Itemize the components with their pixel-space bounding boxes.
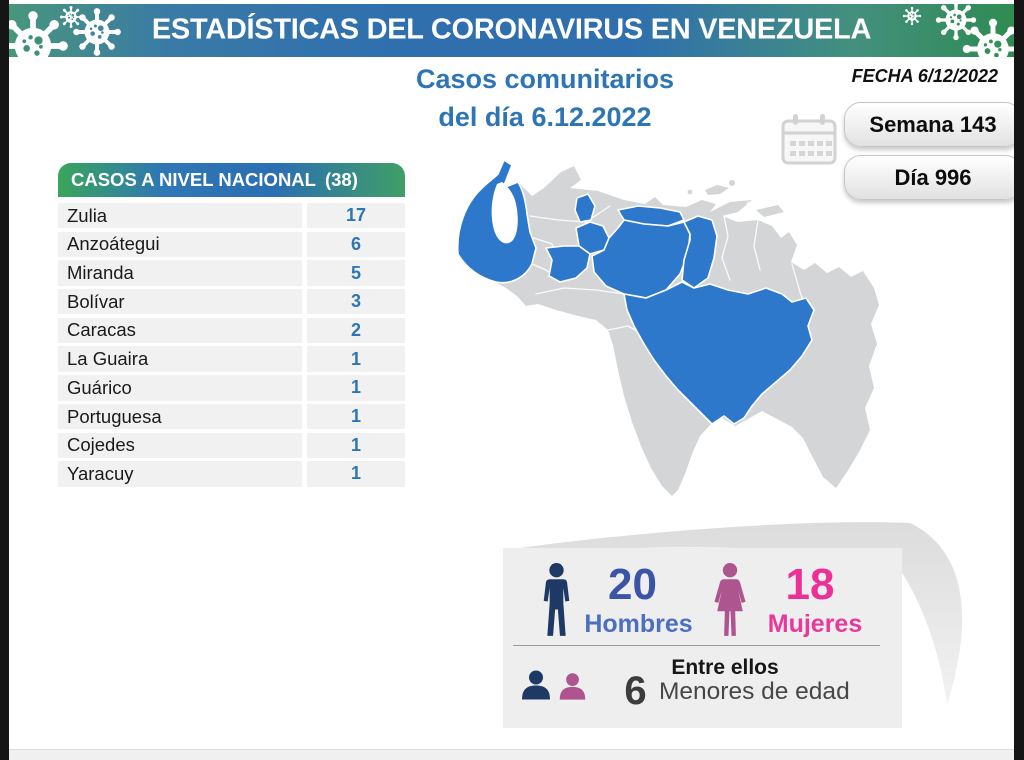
minors-intro: Entre ellos [671,656,779,679]
minors-label: Menores de edad [659,678,850,705]
minors-count: 6 [624,669,647,713]
venezuela-map [456,159,879,496]
table-row: Bolívar 3 [58,289,405,315]
men-count: 20 [608,560,657,609]
panel-divider [513,645,880,646]
boy-bust-icon [522,670,550,700]
subtitle-line1: Casos comunitarios [415,64,675,94]
demographics-panel: 20 Hombres 18 Mujeres Entre ellos 6 Meno… [503,548,902,728]
table-row: Caracas 2 [58,317,405,344]
bottom-gray-bar [9,749,1014,760]
women-count: 18 [785,560,835,609]
table-row: Anzoátegui 6 [58,231,405,258]
week-badge: Semana 143 [844,102,1022,147]
banner-title: ESTADÍSTICAS DEL CORONAVIRUS EN VENEZUEL… [151,13,872,46]
men-label: Hombres [584,610,693,638]
table-row: La Guaira 1 [58,346,405,372]
lake-maracaibo [491,182,518,244]
calendar-icon [781,114,837,165]
table-body: Zulia 17 Anzoátegui 6 Miranda 5 Bolívar 3 Ca… [58,203,405,487]
table-total: (38) [324,169,358,190]
date-label: FECHA 6/12/2022 [851,66,998,86]
table-row: Cojedes 1 [58,432,405,458]
table-row: Yaracuy 1 [58,461,405,487]
table-row: Miranda 5 [58,260,405,286]
island-margarita [705,185,729,195]
header-banner: ESTADÍSTICAS DEL CORONAVIRUS EN VENEZUEL… [9,4,1014,57]
table-row: Portuguesa 1 [58,403,405,430]
man-icon [543,563,570,636]
subtitle-line2: del día 6.12.2022 [438,102,652,132]
island-east [756,205,784,217]
women-label: Mujeres [767,610,863,638]
table-title: CASOS A NIVEL NACIONAL [71,169,316,190]
table-header: CASOS A NIVEL NACIONAL (38) [58,163,405,197]
page-subtitle: Casos comunitarios del día 6.12.2022 [360,60,730,136]
state-portuguesa-cojedes [545,245,591,283]
girl-bust-icon [559,673,586,700]
panel-swoosh-decoration [505,522,963,705]
cases-table: CASOS A NIVEL NACIONAL (38) Zulia 17 Anzo… [58,163,405,487]
left-black-border [0,0,9,760]
table-row: Zulia 17 [58,203,405,229]
virus-icons-right [902,4,1014,57]
table-row: Guárico 1 [58,375,405,401]
woman-icon [714,563,746,636]
right-black-border [1014,0,1024,760]
state-bolivar [623,281,815,425]
state-anzoategui [681,215,718,289]
state-yaracuy [574,193,596,223]
day-badge: Día 996 [844,155,1022,200]
